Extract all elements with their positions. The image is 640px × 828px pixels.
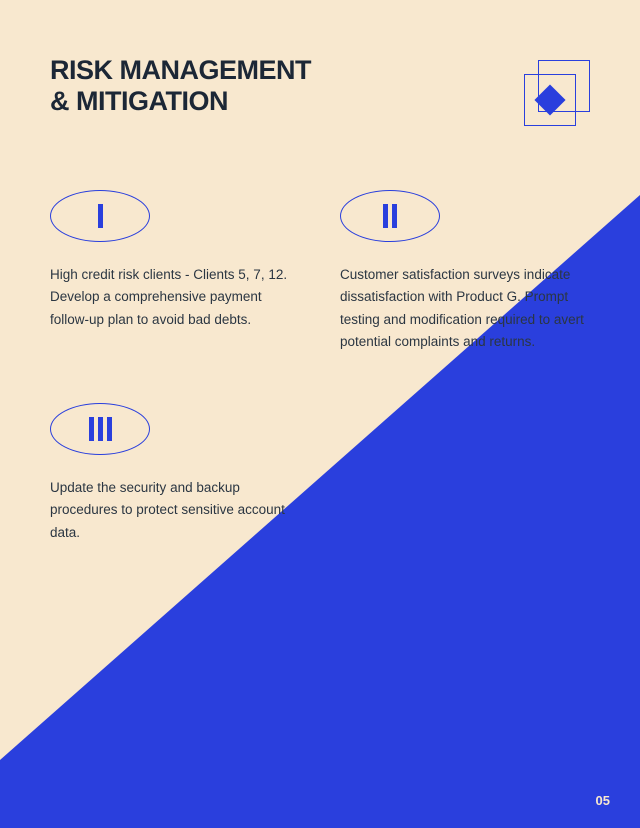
roman-numeral-3	[89, 417, 112, 441]
roman-numeral-1	[98, 204, 103, 228]
risk-text-3: Update the security and backup procedure…	[50, 477, 300, 544]
numeral-bar	[392, 204, 397, 228]
page-number: 05	[596, 793, 610, 808]
roman-numeral-2	[383, 204, 397, 228]
risk-item-2: Customer satisfaction surveys indicate d…	[340, 190, 590, 353]
risk-item-3: Update the security and backup procedure…	[50, 403, 300, 544]
risk-text-1: High credit risk clients - Clients 5, 7,…	[50, 264, 300, 331]
numeral-bar	[89, 417, 94, 441]
risk-text-2: Customer satisfaction surveys indicate d…	[340, 264, 590, 353]
items-grid: High credit risk clients - Clients 5, 7,…	[50, 190, 590, 544]
numeral-badge-1	[50, 190, 150, 242]
numeral-bar	[383, 204, 388, 228]
risk-item-1: High credit risk clients - Clients 5, 7,…	[50, 190, 300, 353]
numeral-bar	[98, 417, 103, 441]
numeral-badge-2	[340, 190, 440, 242]
page-container: RISK MANAGEMENT & MITIGATION High credit…	[0, 0, 640, 828]
numeral-bar	[98, 204, 103, 228]
numeral-bar	[107, 417, 112, 441]
numeral-badge-3	[50, 403, 150, 455]
